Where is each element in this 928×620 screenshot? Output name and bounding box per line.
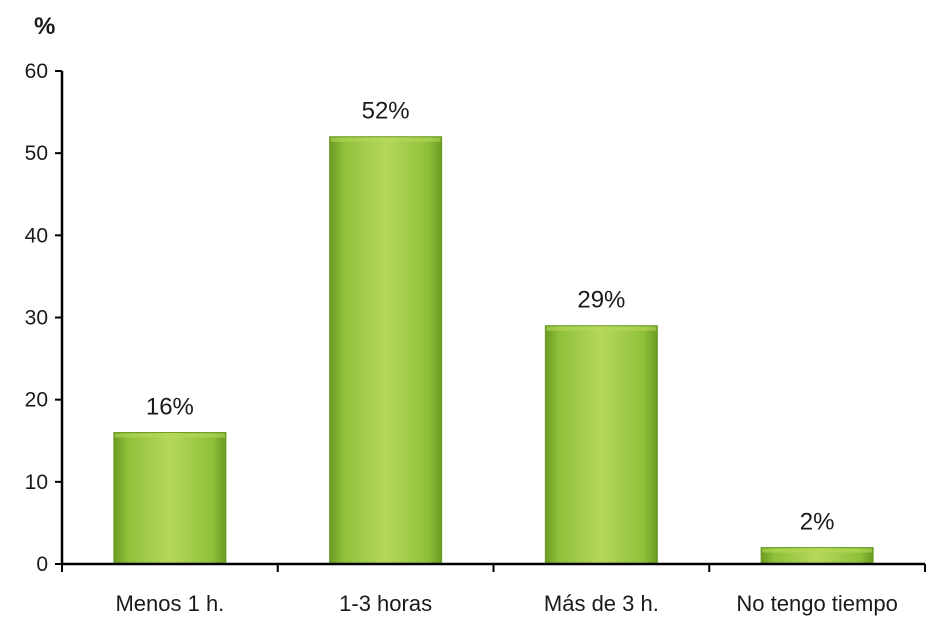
x-category-label: 1-3 horas	[339, 591, 432, 616]
data-label: 2%	[800, 509, 835, 536]
bar-highlight	[762, 548, 873, 553]
x-category-label: No tengo tiempo	[736, 591, 897, 616]
y-tick-label: 0	[36, 553, 48, 576]
data-label: 52%	[362, 98, 410, 125]
y-axis-ticks: 0 10 20 30 40 50 60	[25, 60, 62, 576]
y-tick-label: 60	[25, 60, 48, 83]
y-tick-label: 30	[25, 307, 48, 330]
bar-highlight	[114, 433, 225, 438]
bar-highlight	[330, 137, 441, 142]
x-axis-labels: Menos 1 h. 1-3 horas Más de 3 h. No tengo t…	[115, 591, 897, 616]
y-tick-label: 10	[25, 471, 48, 494]
x-category-label: Menos 1 h.	[115, 591, 224, 616]
y-tick-label: 20	[25, 389, 48, 412]
bar-highlight	[546, 326, 657, 331]
y-tick-label: 40	[25, 224, 48, 247]
bar	[113, 432, 227, 565]
y-axis-unit-label: %	[34, 13, 55, 40]
data-label: 29%	[577, 287, 625, 314]
bar	[544, 325, 658, 565]
x-category-label: Más de 3 h.	[544, 591, 659, 616]
y-tick-label: 50	[25, 142, 48, 165]
bar	[329, 136, 443, 565]
data-label: 16%	[146, 394, 194, 421]
bars-group	[113, 136, 874, 565]
axes-group	[60, 71, 926, 572]
data-labels-group: 16% 52% 29% 2%	[146, 98, 835, 536]
